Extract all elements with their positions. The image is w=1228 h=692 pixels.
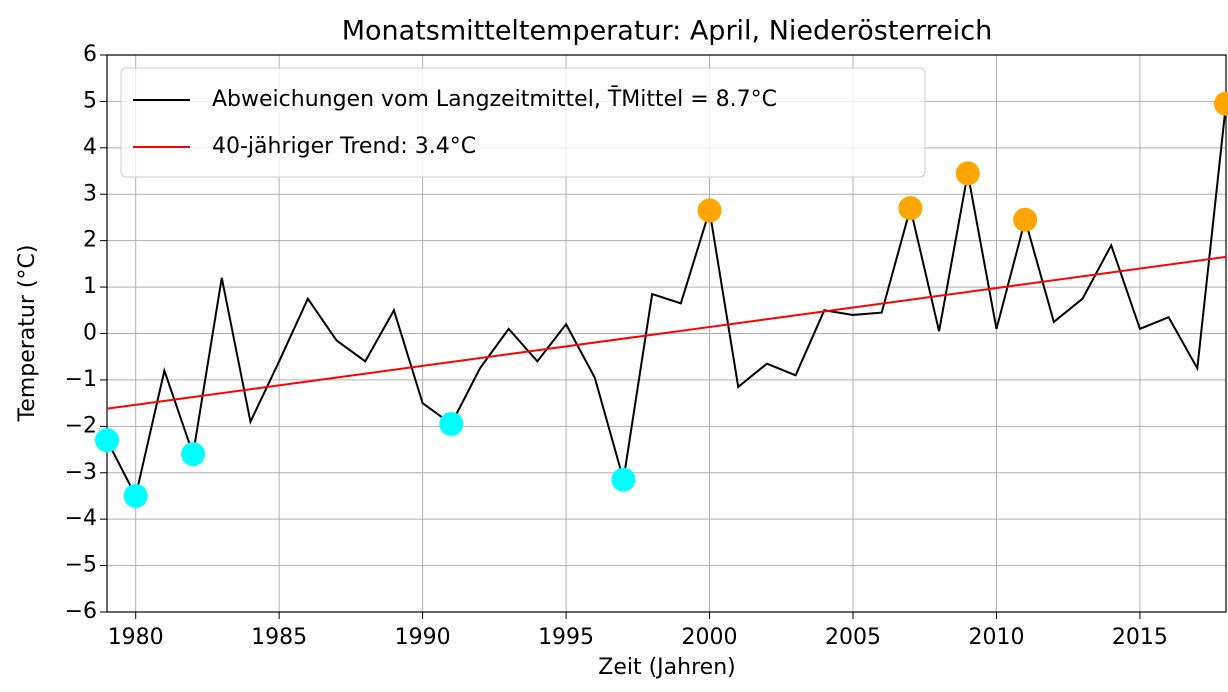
highlight-point: [898, 196, 923, 221]
highlight-point: [611, 467, 636, 492]
highlight-point: [1013, 207, 1038, 232]
x-tick-label: 2010: [968, 625, 1024, 650]
y-tick-label: 4: [83, 135, 97, 160]
highlight-point: [123, 483, 148, 508]
x-tick-label: 2000: [682, 625, 738, 650]
x-tick-label: 1980: [108, 625, 164, 650]
legend-label: Abweichungen vom Langzeitmittel, T̄Mitte…: [212, 86, 777, 112]
x-axis-label: Zeit (Jahren): [598, 655, 735, 680]
y-tick-label: 6: [83, 42, 97, 67]
plot-frame: [106, 54, 1227, 613]
highlight-point: [95, 428, 119, 453]
highlight-point: [697, 198, 722, 223]
y-tick-label: 5: [83, 88, 97, 113]
highlight-point: [181, 442, 206, 467]
y-axis-label: Temperatur (°C): [15, 245, 40, 423]
x-tick-label: 1995: [538, 625, 594, 650]
x-tick-label: 2015: [1112, 625, 1168, 650]
legend-box: [120, 67, 926, 178]
y-tick-label: −3: [65, 460, 97, 485]
y-tick-label: −1: [65, 367, 97, 392]
y-tick-label: −6: [65, 599, 97, 624]
highlight-point: [439, 412, 464, 437]
x-tick-label: 1990: [395, 625, 451, 650]
y-tick-label: −5: [65, 553, 97, 578]
y-tick-label: −4: [65, 506, 97, 531]
y-tick-label: −2: [65, 413, 97, 438]
legend-label: 40-jähriger Trend: 3.4°C: [212, 134, 476, 159]
y-tick-label: 2: [83, 228, 97, 253]
x-tick-label: 2005: [825, 625, 881, 650]
chart-title: Monatsmitteltemperatur: April, Niederöst…: [342, 16, 993, 47]
highlight-point: [1214, 91, 1228, 116]
series-line: [107, 103, 1226, 499]
y-tick-label: 0: [83, 321, 97, 346]
highlight-point: [955, 161, 980, 186]
series-line: [107, 255, 1226, 410]
y-tick-label: 3: [83, 181, 97, 206]
y-tick-label: 1: [83, 274, 97, 299]
x-tick-label: 1985: [251, 625, 307, 650]
